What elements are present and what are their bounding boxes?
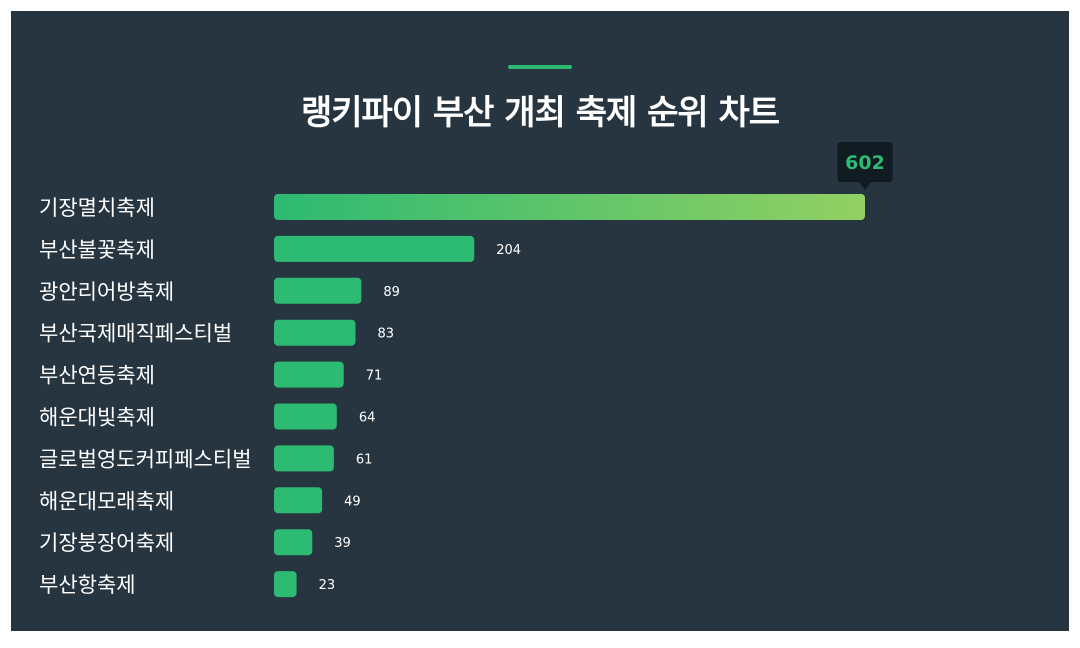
value-label: 83: [377, 327, 394, 342]
value-label: 61: [356, 452, 373, 467]
category-label: 글로벌영도커피페스티벌: [39, 447, 252, 471]
bar: [274, 361, 344, 388]
title-accent-line: [508, 65, 572, 69]
category-label: 부산연등축제: [39, 364, 155, 388]
value-label: 204: [496, 243, 521, 258]
category-label: 해운대모래축제: [39, 489, 174, 513]
bar: [274, 194, 865, 220]
callout-pointer: [859, 182, 871, 190]
bar: [274, 445, 334, 472]
value-label: 39: [334, 536, 351, 551]
bar: [274, 529, 313, 556]
value-label: 23: [319, 578, 336, 593]
bar: [274, 571, 297, 598]
category-label: 기장붕장어축제: [39, 531, 174, 555]
bar-chart: 기장멸치축제 602 부산불꽃축제 204 광안리어방축제 89 부산국제매직페스티벌 83 부…: [39, 142, 893, 598]
category-label: 부산항축제: [39, 573, 136, 597]
bar: [274, 319, 356, 346]
value-label: 89: [383, 285, 400, 300]
bar: [274, 235, 475, 262]
value-label: 71: [366, 369, 383, 384]
category-label: 광안리어방축제: [39, 280, 174, 304]
category-label: 기장멸치축제: [39, 196, 155, 220]
value-label: 49: [344, 494, 361, 509]
chart-title: 랭키파이 부산 개최 축제 순위 차트: [300, 93, 780, 133]
value-callout: [837, 142, 893, 182]
bar: [274, 403, 337, 430]
category-label: 해운대빛축제: [39, 406, 155, 430]
bar: [274, 277, 362, 304]
category-label: 부산불꽃축제: [39, 238, 155, 262]
bar: [274, 487, 323, 514]
chart-panel: 랭키파이 부산 개최 축제 순위 차트 기장멸치축제 602 부산불꽃축제 204 광안…: [11, 11, 1069, 631]
category-label: 부산국제매직페스티벌: [39, 322, 232, 346]
value-label: 64: [359, 411, 376, 426]
value-label: 602: [845, 152, 885, 174]
